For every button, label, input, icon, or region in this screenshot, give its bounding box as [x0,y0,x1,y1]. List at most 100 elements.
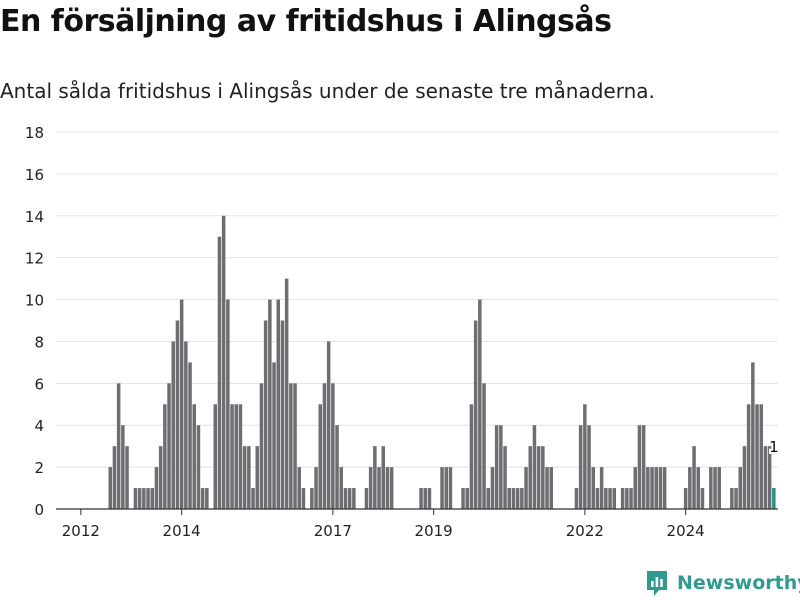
bar [574,488,579,509]
annotations: 1 [767,436,781,458]
bar [175,320,180,509]
bar [213,404,217,509]
y-axis-ticks: 0 2 4 6 8 10 12 14 16 18 [25,124,44,519]
bar [478,299,482,509]
y-tick-label: 12 [25,250,44,268]
bar [125,446,129,509]
bar [696,467,700,509]
bar [490,467,495,509]
bar [465,488,469,509]
bar [608,488,612,509]
bar [171,341,175,509]
bars [56,215,778,510]
bar [751,362,755,509]
bar [385,467,390,509]
bar [746,404,751,509]
bar [683,488,688,509]
chart-subtitle: Antal sålda fritidshus i Alingsås under … [0,79,655,103]
bar [217,236,222,509]
bar [331,383,335,509]
bar [629,488,633,509]
bar [184,341,188,509]
x-tick-label: 2024 [667,522,705,540]
bar [692,446,696,509]
bar [112,446,117,509]
bar [121,425,125,509]
bar [587,425,591,509]
bar [142,488,146,509]
bar [633,467,637,509]
bar [520,488,524,509]
bar [108,467,112,509]
x-tick-label: 2022 [566,522,604,540]
x-tick-label: 2014 [163,522,201,540]
bar [335,425,339,509]
bar [688,467,692,509]
bar [650,467,654,509]
bar [179,299,184,509]
bar [662,467,667,509]
bar [583,404,587,509]
bar [507,488,511,509]
bar [461,488,465,509]
bar [767,446,772,509]
bar [251,488,255,509]
y-tick-label: 14 [25,208,44,226]
bar [297,467,301,509]
bar [268,299,272,509]
bar [549,467,553,509]
bar [730,488,734,509]
bar [511,488,516,509]
bar [364,488,369,509]
bar [326,341,331,509]
bar [221,215,226,509]
newsworthy-logo-icon [647,571,667,596]
y-tick-label: 10 [25,292,44,310]
bar [280,320,285,509]
bar [259,383,264,509]
bar [427,488,432,509]
bar [734,488,738,509]
bar [373,446,377,509]
y-tick-label: 8 [34,333,44,351]
bar [717,467,721,509]
bar [742,446,747,509]
bar [167,383,171,509]
bar [620,488,625,509]
bar [759,404,763,509]
bar [314,467,318,509]
bar [226,299,230,509]
bar [473,320,478,509]
bar [604,488,608,509]
bar [347,488,352,509]
bar [163,404,167,509]
bar [377,467,381,509]
bar-latest [772,488,776,509]
bar [158,446,163,509]
x-tick-label: 2012 [62,522,100,540]
bar [318,404,322,509]
bar [310,488,314,509]
bar [738,467,742,509]
brand-footer: Newsworthy [645,569,800,597]
bar [444,467,448,509]
bar [188,362,192,509]
bar [234,404,238,509]
bar [146,488,150,509]
bar [284,278,289,509]
bar [154,467,159,509]
x-tick-label: 2019 [415,522,453,540]
bar [499,425,503,509]
bar [322,383,327,509]
bar [700,488,705,509]
bar [263,320,268,509]
bar [289,383,293,509]
bar [536,446,541,509]
bar [192,404,196,509]
bar [339,467,343,509]
bar [658,467,663,509]
bar [448,467,453,509]
bar [709,467,713,509]
bar [133,488,138,509]
bar [137,488,142,509]
